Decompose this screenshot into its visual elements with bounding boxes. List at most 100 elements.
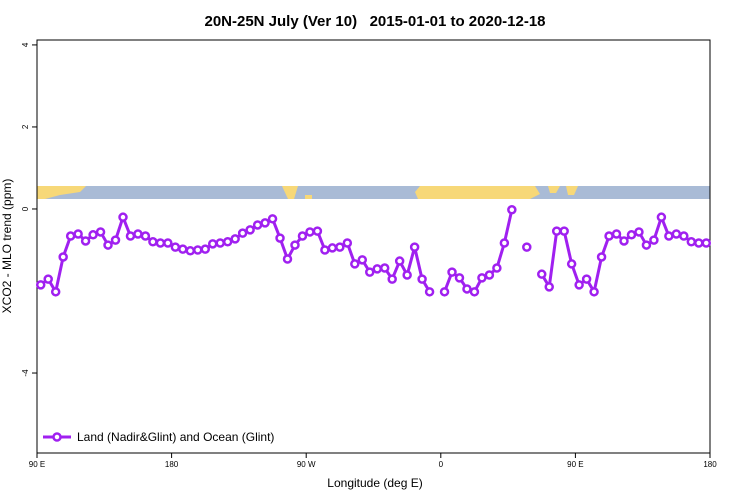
point [402, 270, 412, 280]
point [559, 226, 569, 236]
y-tick-label: 4 [21, 42, 30, 47]
point [237, 228, 248, 238]
land [37, 186, 86, 199]
point [178, 244, 188, 254]
point [155, 238, 166, 248]
point [357, 255, 368, 265]
x-tick-label: 90 E [567, 460, 583, 469]
point [499, 238, 510, 248]
x-axis-label: Longitude (deg E) [327, 476, 422, 490]
x-tick-label: 90 W [297, 460, 316, 469]
land [415, 186, 540, 199]
point [537, 269, 547, 279]
point [686, 237, 697, 247]
point [626, 230, 637, 240]
point [484, 270, 495, 280]
point [694, 238, 704, 248]
point [604, 231, 614, 241]
point [551, 226, 562, 236]
y-tick-label: 2 [21, 124, 30, 129]
point [215, 238, 225, 248]
series-line [39, 209, 707, 294]
point [596, 252, 607, 262]
point [193, 245, 203, 255]
point [679, 231, 689, 241]
x-tick-label: 180 [703, 460, 717, 469]
point [95, 227, 106, 237]
point [372, 264, 382, 274]
point [118, 212, 128, 222]
point [664, 231, 674, 241]
point [73, 229, 83, 239]
land [548, 186, 560, 193]
land [566, 186, 578, 195]
point [58, 252, 68, 262]
point [611, 229, 622, 239]
point [492, 263, 502, 273]
point [185, 246, 196, 256]
point [222, 237, 233, 247]
point [581, 274, 592, 284]
point [170, 242, 181, 252]
point [649, 235, 659, 245]
point [387, 274, 397, 284]
point [200, 244, 210, 254]
point [65, 231, 76, 241]
point [260, 218, 270, 228]
plot-frame [36, 39, 711, 454]
legend-marker [52, 432, 62, 442]
point [454, 273, 465, 283]
point [701, 238, 712, 248]
y-tick-label: 0 [21, 206, 30, 211]
point [252, 220, 263, 230]
point [230, 234, 240, 244]
x-tick-label: 90 E [29, 460, 45, 469]
point [275, 233, 285, 243]
point [409, 242, 420, 252]
y-tick-label: -4 [21, 369, 30, 377]
point [35, 280, 46, 290]
point [342, 238, 353, 248]
point [477, 273, 487, 283]
point [365, 267, 375, 277]
point [312, 226, 323, 236]
point [305, 227, 315, 237]
point [133, 229, 143, 239]
y-axis-label: XCO2 - MLO trend (ppm) [0, 179, 14, 314]
point [335, 242, 345, 252]
point [320, 245, 330, 255]
point [327, 243, 338, 253]
point [282, 254, 293, 264]
point [43, 274, 53, 284]
point [566, 259, 577, 269]
point [350, 259, 360, 269]
point [88, 230, 98, 240]
point [507, 205, 517, 215]
point [267, 214, 278, 224]
point [148, 237, 158, 247]
point [589, 287, 599, 297]
x-tick-label: 0 [439, 460, 444, 469]
point [619, 236, 629, 246]
point [424, 287, 435, 297]
point [447, 267, 457, 277]
point [641, 240, 652, 250]
point [163, 238, 173, 248]
point [544, 282, 554, 292]
point [394, 256, 405, 266]
point [207, 239, 218, 249]
map-strip [37, 186, 710, 199]
point [297, 231, 308, 241]
chart-title: 20N-25N July (Ver 10) 2015-01-01 to 2020… [204, 13, 545, 30]
point [439, 287, 450, 297]
x-tick-label: 180 [165, 460, 179, 469]
point [379, 263, 390, 273]
point [522, 242, 532, 252]
legend-label: Land (Nadir&Glint) and Ocean (Glint) [77, 430, 274, 444]
point [574, 280, 584, 290]
point [125, 231, 136, 241]
point [671, 229, 682, 239]
point [110, 235, 121, 245]
point [634, 227, 644, 237]
